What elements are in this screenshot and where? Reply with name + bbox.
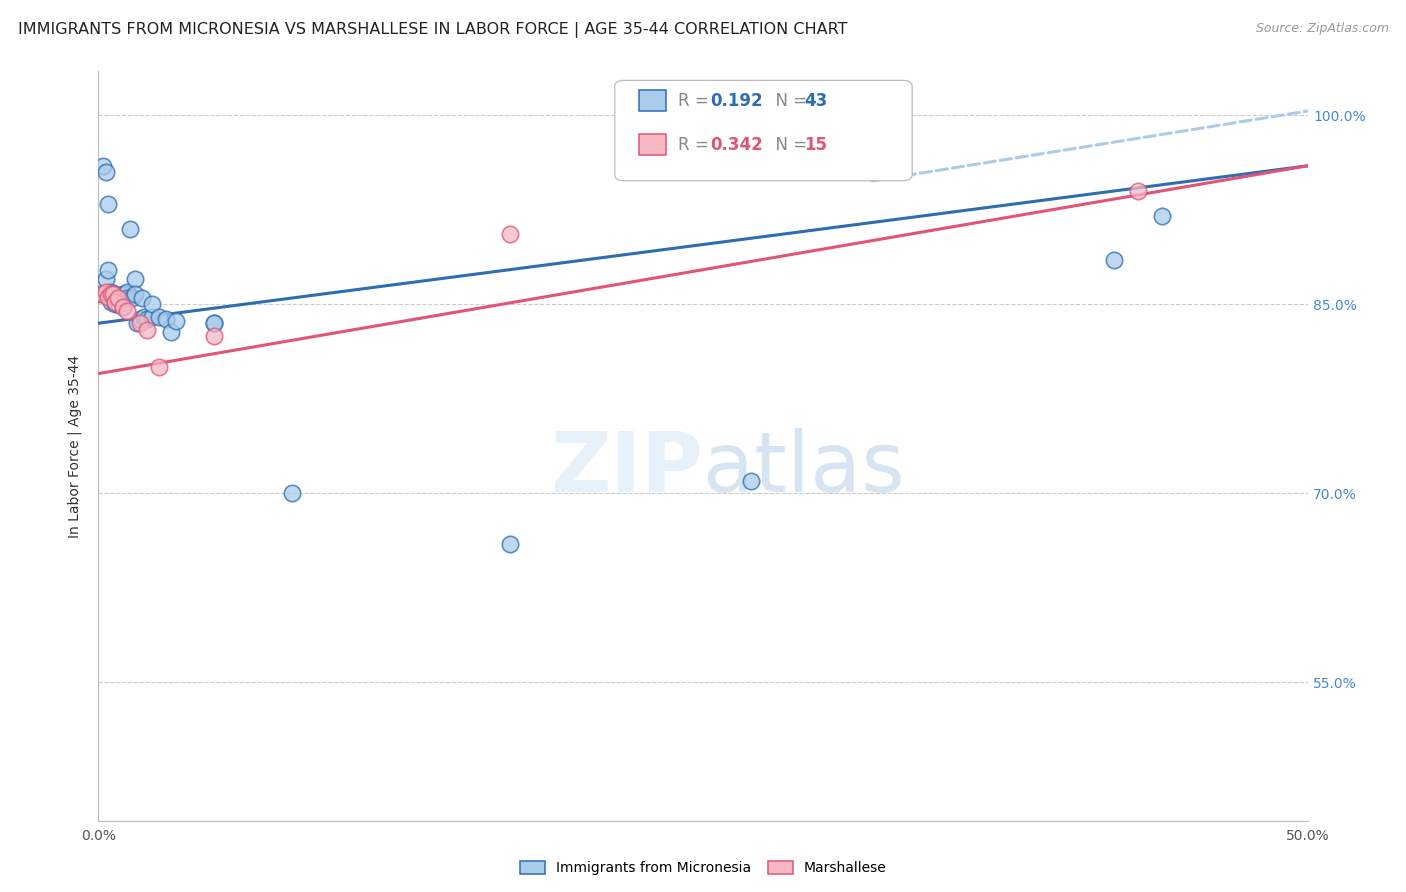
FancyBboxPatch shape [638,135,665,155]
Point [135,322,157,336]
Point [94,165,117,179]
Text: IMMIGRANTS FROM MICRONESIA VS MARSHALLESE IN LABOR FORCE | AGE 35-44 CORRELATION: IMMIGRANTS FROM MICRONESIA VS MARSHALLES… [18,22,848,38]
Point [101,287,124,301]
Point [124,272,146,286]
Point [100,287,122,301]
Point [141,297,163,311]
Point [111,300,134,314]
Text: R =: R = [678,92,714,110]
Text: N =: N = [765,92,813,110]
Point [165,314,187,328]
Point [91,287,114,301]
Point [135,312,157,326]
Text: N =: N = [765,136,813,153]
Point [121,291,143,305]
Point [117,291,139,305]
Point [204,316,226,330]
Point [498,536,520,550]
FancyBboxPatch shape [638,90,665,112]
Point [100,294,122,309]
Point [148,360,170,375]
Point [97,196,120,211]
Point [91,159,114,173]
Point [104,287,127,301]
Point [104,297,127,311]
Point [97,290,120,304]
Point [117,285,139,299]
Text: 43: 43 [804,92,828,110]
Point [141,310,163,324]
Point [101,291,124,305]
Point [128,316,150,330]
Point [740,474,762,488]
Point [148,310,170,324]
Point [1152,209,1174,223]
Point [204,328,226,343]
Point [124,287,146,301]
Point [498,227,520,241]
Point [107,291,129,305]
Point [128,312,150,326]
Point [117,303,139,318]
Point [101,287,124,301]
Point [155,312,177,326]
Text: 0.192: 0.192 [710,92,763,110]
Point [281,486,304,500]
Point [100,285,122,299]
Y-axis label: In Labor Force | Age 35-44: In Labor Force | Age 35-44 [67,354,83,538]
Point [131,291,153,305]
Text: ZIP: ZIP [551,428,703,509]
Point [104,294,127,309]
Legend: Immigrants from Micronesia, Marshallese: Immigrants from Micronesia, Marshallese [515,855,891,880]
Point [160,325,183,339]
Point [1102,253,1125,268]
Text: atlas: atlas [703,428,904,509]
Point [111,300,134,314]
Point [107,297,129,311]
Point [134,310,156,324]
Point [107,291,129,305]
Text: Source: ZipAtlas.com: Source: ZipAtlas.com [1256,22,1389,36]
Point [94,285,117,299]
Point [114,287,136,301]
Point [204,316,226,330]
Point [118,221,141,235]
Point [90,287,112,301]
Point [94,272,117,286]
FancyBboxPatch shape [614,80,912,181]
Point [100,290,122,304]
Point [127,316,149,330]
Point [1128,184,1150,198]
Text: R =: R = [678,136,714,153]
Point [97,263,120,277]
Point [111,287,134,301]
Text: 0.342: 0.342 [710,136,763,153]
Point [108,291,131,305]
Text: 15: 15 [804,136,828,153]
